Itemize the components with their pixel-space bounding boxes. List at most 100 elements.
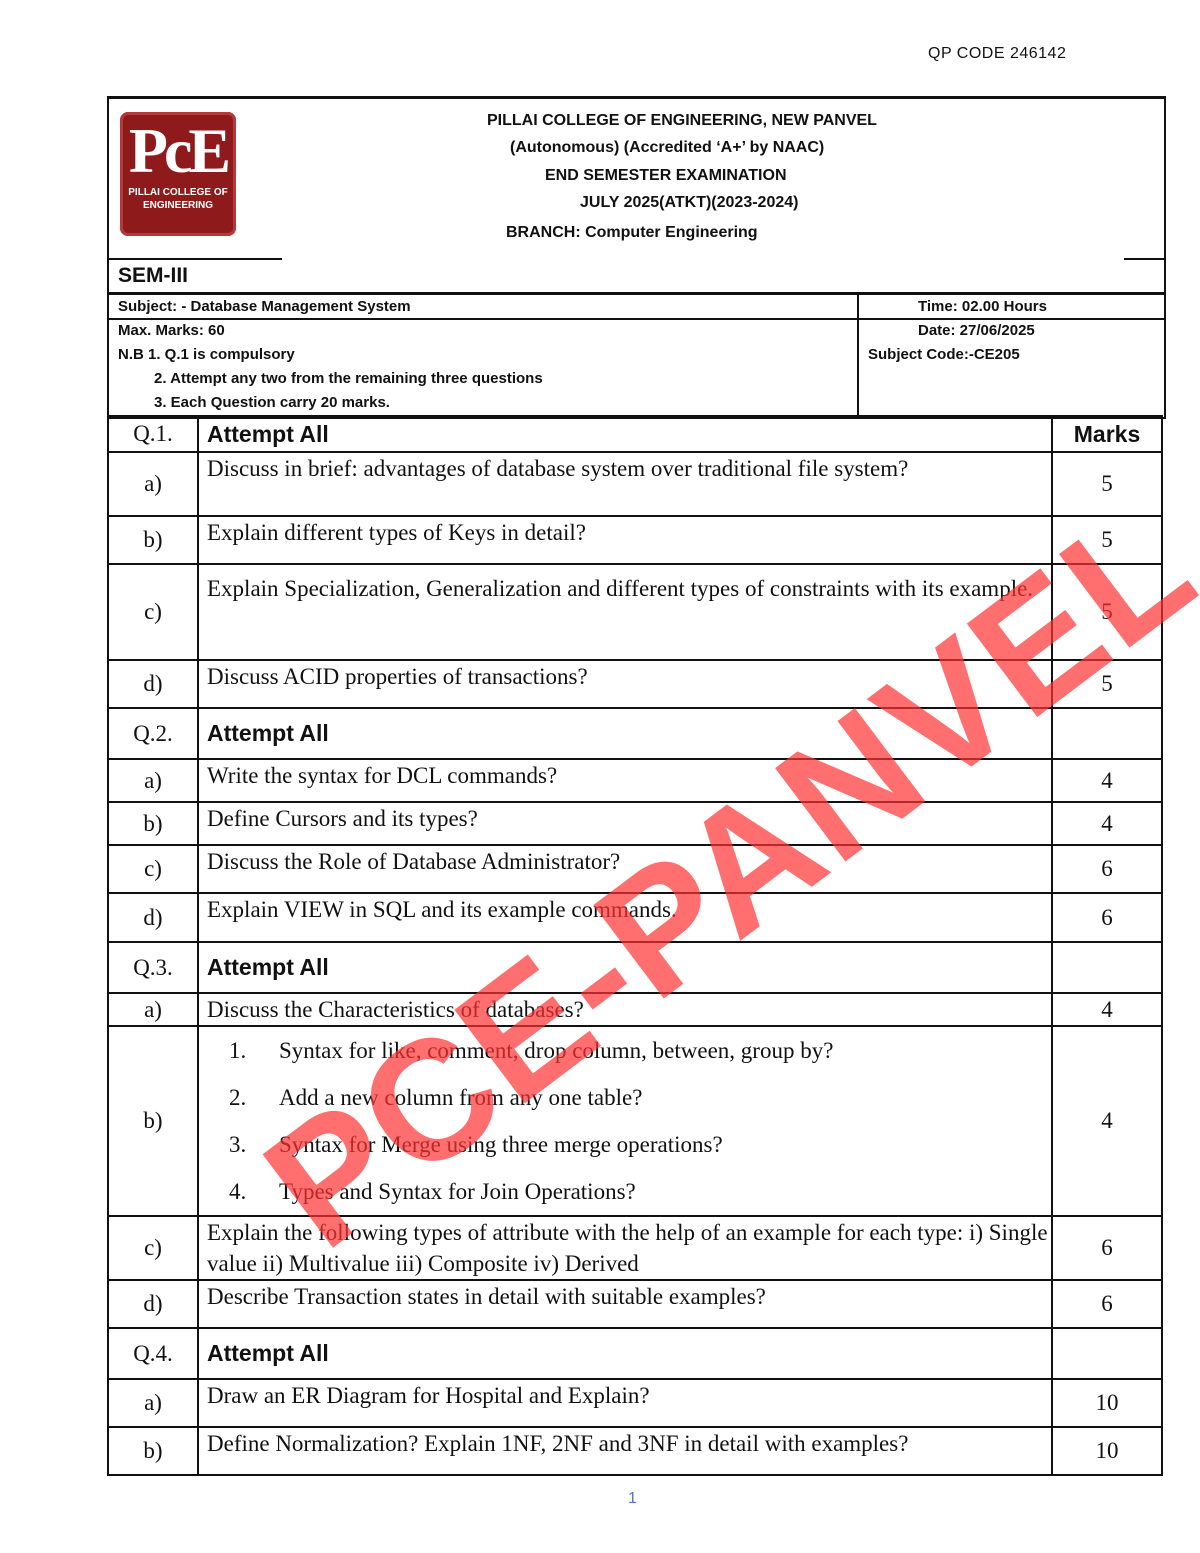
part-label: c) (107, 844, 199, 894)
question-text: Discuss ACID properties of transactions? (197, 659, 1053, 709)
divider (107, 292, 1164, 295)
max-marks: Max. Marks: 60 (118, 322, 225, 339)
question-text: Explain different types of Keys in detai… (197, 515, 1053, 565)
question-instruction: Attempt All (197, 707, 1053, 760)
logo-caption: PILLAI COLLEGE OF ENGINEERING (128, 187, 228, 211)
subquestion-item: 2. Add a new column from any one table? (207, 1074, 1051, 1121)
question-text: Discuss the Role of Database Administrat… (197, 844, 1053, 894)
part-label: b) (107, 1426, 199, 1476)
part-label: a) (107, 451, 199, 517)
question-text: Discuss in brief: advantages of database… (197, 451, 1053, 517)
subquestion-item: 1. Syntax for like, comment, drop column,… (207, 1027, 1051, 1074)
question-text: Explain the following types of attribute… (197, 1215, 1053, 1281)
subquestion-item: 3. Syntax for Merge using three merge ope… (207, 1121, 1051, 1168)
marks-value: 4 (1051, 758, 1163, 803)
marks-header (1051, 1327, 1163, 1380)
divider (1124, 258, 1164, 260)
marks-value: 6 (1051, 892, 1163, 943)
question-part-row: d) Discuss ACID properties of transaction… (107, 659, 1163, 709)
subquestion-number: 1. (229, 1038, 247, 1063)
subquestion-number: 2. (229, 1085, 247, 1110)
question-part-row: c) Explain the following types of attribu… (107, 1215, 1163, 1281)
accreditation: (Autonomous) (Accredited ‘A+’ by NAAC) (510, 139, 825, 156)
page-number: 1 (628, 1490, 637, 1507)
question-part-row: a) Draw an ER Diagram for Hospital and Ex… (107, 1378, 1163, 1428)
time: Time: 02.00 Hours (918, 298, 1047, 315)
question-part-row: b) Explain different types of Keys in det… (107, 515, 1163, 565)
question-instruction: Attempt All (197, 941, 1053, 994)
semester: SEM-III (118, 264, 189, 287)
marks-value: 5 (1051, 451, 1163, 517)
question-heading-row: Q.1. Attempt All Marks (107, 415, 1163, 453)
divider (857, 292, 859, 415)
exam-session: JULY 2025(ATKT)(2023-2024) (580, 194, 799, 211)
question-part-row: b) 1. Syntax for like, comment, drop colum… (107, 1025, 1163, 1217)
part-label: b) (107, 515, 199, 565)
qp-code: QP CODE 246142 (928, 45, 1067, 62)
subquestion-number: 4. (229, 1179, 247, 1204)
part-label: d) (107, 892, 199, 943)
marks-value: 6 (1051, 1279, 1163, 1329)
subquestion-number: 3. (229, 1132, 247, 1157)
question-number: Q.3. (107, 941, 199, 994)
subject: Subject: - Database Management System (118, 298, 411, 315)
subject-code: Subject Code:-CE205 (868, 346, 1020, 363)
question-number: Q.4. (107, 1327, 199, 1380)
marks-value: 5 (1051, 563, 1163, 661)
question-part-row: d) Describe Transaction states in detail … (107, 1279, 1163, 1329)
question-text: Define Cursors and its types? (197, 801, 1053, 846)
marks-value: 10 (1051, 1378, 1163, 1428)
marks-header (1051, 707, 1163, 760)
question-text: Discuss the Characteristics of databases… (197, 992, 1053, 1027)
marks-value: 4 (1051, 801, 1163, 846)
part-label: c) (107, 563, 199, 661)
marks-value: 5 (1051, 515, 1163, 565)
part-subquestions: 1. Syntax for like, comment, drop column,… (197, 1025, 1053, 1217)
marks-value: 5 (1051, 659, 1163, 709)
subquestion-text: Syntax for Merge using three merge opera… (279, 1132, 723, 1157)
question-part-row: b) Define Cursors and its types? 4 (107, 801, 1163, 846)
question-instruction: Attempt All (197, 415, 1053, 453)
question-part-row: a) Discuss in brief: advantages of databa… (107, 451, 1163, 517)
question-number: Q.1. (107, 415, 199, 453)
marks-header: Marks (1051, 415, 1163, 453)
part-label: d) (107, 1279, 199, 1329)
question-part-row: a) Discuss the Characteristics of databas… (107, 992, 1163, 1027)
part-label: b) (107, 1025, 199, 1217)
subquestion-item: 4. Types and Syntax for Join Operations? (207, 1168, 1051, 1215)
question-part-row: b) Define Normalization? Explain 1NF, 2NF… (107, 1426, 1163, 1476)
date: Date: 27/06/2025 (918, 322, 1035, 339)
subquestion-text: Add a new column from any one table? (279, 1085, 643, 1110)
college-logo: PcE PILLAI COLLEGE OF ENGINEERING (120, 112, 236, 236)
questions-table: Q.1. Attempt All Marks a) Discuss in brief: … (107, 415, 1163, 1476)
question-heading-row: Q.4. Attempt All (107, 1327, 1163, 1380)
question-text: Explain Specialization, Generalization a… (197, 563, 1053, 661)
question-instruction: Attempt All (197, 1327, 1053, 1380)
college-name: PILLAI COLLEGE OF ENGINEERING, NEW PANVE… (487, 112, 877, 129)
question-number: Q.2. (107, 707, 199, 760)
question-heading-row: Q.3. Attempt All (107, 941, 1163, 994)
question-part-row: c) Explain Specialization, Generalization… (107, 563, 1163, 661)
question-heading-row: Q.2. Attempt All (107, 707, 1163, 760)
part-label: a) (107, 992, 199, 1027)
question-text: Explain VIEW in SQL and its example comm… (197, 892, 1053, 943)
branch: BRANCH: Computer Engineering (506, 224, 758, 241)
part-label: a) (107, 758, 199, 803)
divider (107, 318, 1164, 320)
divider (107, 258, 282, 260)
marks-value: 6 (1051, 1215, 1163, 1281)
part-label: b) (107, 801, 199, 846)
nb-1: N.B 1. Q.1 is compulsory (118, 346, 295, 363)
part-label: c) (107, 1215, 199, 1281)
question-text: Describe Transaction states in detail wi… (197, 1279, 1053, 1329)
question-text: Draw an ER Diagram for Hospital and Expl… (197, 1378, 1053, 1428)
marks-value: 4 (1051, 1025, 1163, 1217)
part-label: a) (107, 1378, 199, 1428)
question-part-row: d) Explain VIEW in SQL and its example co… (107, 892, 1163, 943)
marks-value: 10 (1051, 1426, 1163, 1476)
exam-title: END SEMESTER EXAMINATION (545, 167, 787, 184)
marks-value: 6 (1051, 844, 1163, 894)
marks-header (1051, 941, 1163, 994)
marks-value: 4 (1051, 992, 1163, 1027)
